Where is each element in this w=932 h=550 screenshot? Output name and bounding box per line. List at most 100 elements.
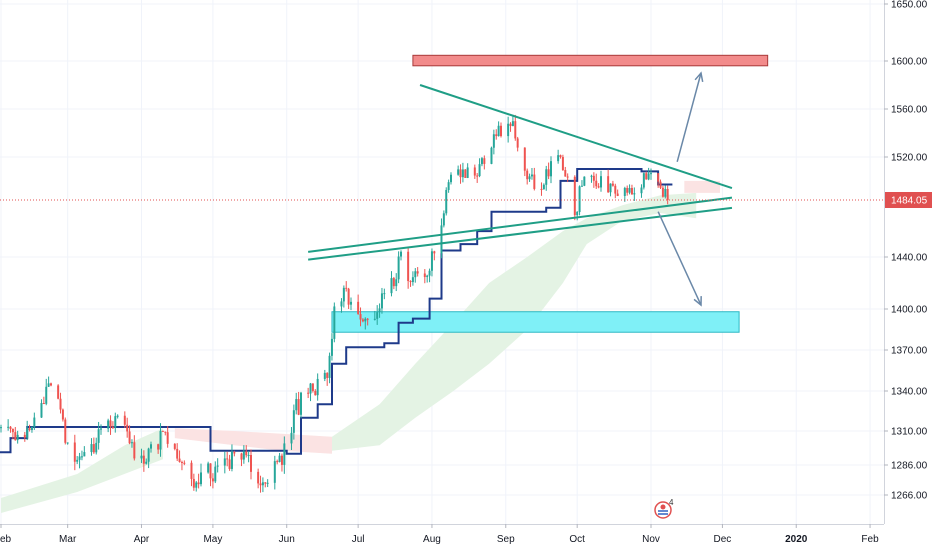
candle-body-down xyxy=(626,187,629,193)
x-tick-label: Jul xyxy=(352,534,365,545)
candle-body-up xyxy=(292,410,295,433)
candle-body-up xyxy=(47,383,50,387)
candle-body-up xyxy=(397,256,400,280)
last-price-label: 1484.05 xyxy=(891,196,928,207)
candle-body-down xyxy=(559,155,562,157)
candle-body-down xyxy=(176,448,179,459)
candle-body-up xyxy=(600,176,602,188)
x-tick-label: May xyxy=(203,534,222,545)
y-tick-label: 1600.00 xyxy=(891,57,928,68)
candle-body-down xyxy=(166,432,169,444)
candle-body-down xyxy=(409,281,412,283)
x-axis[interactable]: eb Mar Apr May Jun Jul Aug Sep Oct Nov Dec 2020 Feb xyxy=(0,524,932,550)
candle-body-down xyxy=(161,430,164,432)
candle-body-up xyxy=(30,426,33,431)
candle-body-down xyxy=(473,167,476,176)
candle-body-down xyxy=(240,453,243,460)
candle-body-up xyxy=(278,455,281,462)
candle-body-down xyxy=(228,459,231,469)
candle-body-up xyxy=(400,251,402,257)
candle-body-down xyxy=(226,458,229,460)
candle-body-up xyxy=(580,185,583,187)
candle-body-down xyxy=(345,287,348,289)
candle-body-down xyxy=(616,193,619,196)
candle-body-down xyxy=(476,175,479,177)
price-zones xyxy=(331,54,769,333)
candle-body-down xyxy=(597,186,600,188)
candle-body-up xyxy=(478,164,481,177)
candle-body-down xyxy=(61,409,64,420)
candle-body-down xyxy=(326,372,329,378)
candle-body-up xyxy=(373,318,376,320)
candle-body-up xyxy=(426,275,429,278)
candle-body-up xyxy=(150,444,152,449)
candle-body-down xyxy=(347,288,350,305)
candle-body-down xyxy=(164,431,167,433)
cloud-bullish-area xyxy=(1,428,163,513)
candle-body-down xyxy=(659,181,662,188)
candle-body-down xyxy=(50,383,52,386)
candle-body-down xyxy=(250,455,252,472)
candle-body-down xyxy=(357,301,360,315)
candle-body-up xyxy=(350,301,352,305)
candle-body-up xyxy=(583,176,586,186)
candles xyxy=(0,114,669,493)
candle-body-up xyxy=(230,452,233,469)
trend-lines xyxy=(308,71,733,307)
x-tick-label: Apr xyxy=(134,534,150,545)
candle-body-up xyxy=(530,174,533,177)
candle-body-up xyxy=(80,456,83,458)
candle-body-up xyxy=(223,458,226,466)
candle-body-up xyxy=(395,279,398,287)
candle-body-down xyxy=(109,420,112,427)
logo-dot xyxy=(660,504,666,510)
candle-body-up xyxy=(640,187,643,194)
candle-body-down xyxy=(459,169,462,178)
candle-body-down xyxy=(573,176,576,216)
candle-body-up xyxy=(26,428,29,438)
candle-body-down xyxy=(14,432,17,441)
y-axis-background xyxy=(884,0,932,550)
candle-body-up xyxy=(340,301,343,307)
candle-body-up xyxy=(578,186,581,212)
candle-body-up xyxy=(428,270,431,276)
candle-body-down xyxy=(407,251,410,282)
candle-body-down xyxy=(611,183,614,186)
candle-body-up xyxy=(95,442,98,453)
x-tick-label: Jun xyxy=(279,534,295,545)
y-axis[interactable]: 1650.00 1600.00 1560.00 1520.00 1484.05 1440.… xyxy=(884,0,932,550)
candle-body-up xyxy=(207,463,210,473)
candle-body-up xyxy=(342,287,345,302)
y-tick-label: 1310.00 xyxy=(891,427,928,438)
candle-body-up xyxy=(497,125,500,137)
candle-body-down xyxy=(73,442,76,462)
candle-body-up xyxy=(380,293,383,309)
candle-body-down xyxy=(42,403,45,405)
x-tick-label: Aug xyxy=(423,534,441,545)
candle-body-up xyxy=(545,169,548,185)
candle-body-up xyxy=(664,188,667,197)
candle-body-up xyxy=(242,451,245,460)
candle-body-down xyxy=(614,185,617,194)
candle-body-up xyxy=(90,444,93,453)
candle-body-down xyxy=(523,147,526,171)
candle-body-up xyxy=(450,174,452,183)
y-tick-label: 1560.00 xyxy=(891,105,928,116)
candle-body-up xyxy=(445,189,448,214)
candle-body-up xyxy=(376,312,379,319)
tradingview-logo[interactable]: 4 xyxy=(654,498,674,519)
candle-body-up xyxy=(290,432,293,444)
candle-body-down xyxy=(509,123,512,126)
candle-body-down xyxy=(59,398,62,410)
candle-body-down xyxy=(595,180,598,187)
candle-body-up xyxy=(66,442,69,444)
x-tick-label: 2020 xyxy=(785,534,808,545)
candle-body-up xyxy=(309,383,312,394)
x-tick-label: Sep xyxy=(497,534,515,545)
candle-body-up xyxy=(283,443,286,465)
candle-body-up xyxy=(78,456,81,460)
candle-body-up xyxy=(390,278,393,294)
candle-body-up xyxy=(430,251,433,271)
candle-body-up xyxy=(542,184,545,190)
breakout-arrow-up-shaft xyxy=(676,72,702,162)
